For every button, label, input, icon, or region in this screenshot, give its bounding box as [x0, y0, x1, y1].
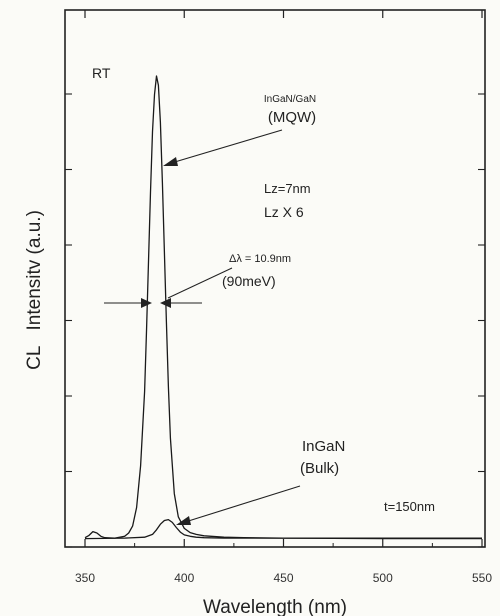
x-axis-ticks: 350 400 450 500 550	[75, 10, 492, 585]
fwhm-marker-right-head	[160, 298, 171, 308]
x-tick-label: 550	[472, 571, 492, 585]
mqw-label-line2: (MQW)	[268, 109, 316, 126]
series-line-1	[84, 75, 482, 539]
x-tick-label: 350	[75, 571, 95, 585]
series-line-2	[84, 518, 482, 540]
bulk-arrow-head	[176, 516, 191, 525]
fwhm-marker-left-head	[141, 298, 152, 308]
data-curves	[84, 75, 482, 540]
fwhm-label-line2: (90meV)	[222, 273, 276, 289]
y-axis-ticks	[65, 93, 485, 548]
x-tick-label: 450	[273, 571, 293, 585]
rt-label: RT	[92, 65, 111, 81]
mqw-arrow-head	[163, 157, 178, 166]
mqw-arrow-line	[167, 129, 283, 165]
mqw-label-line1: InGaN/GaN	[264, 94, 316, 105]
x-tick-label: 400	[174, 571, 194, 585]
x-axis-title: Wavelength (nm)	[203, 597, 347, 616]
bulk-label-line1: InGaN	[302, 438, 345, 455]
lz-label-line2: Lz X 6	[264, 204, 304, 220]
bulk-arrow-line	[181, 485, 301, 524]
lz-label-line1: Lz=7nm	[264, 181, 311, 196]
fwhm-pointer-line	[167, 267, 233, 299]
x-tick-label: 500	[373, 571, 393, 585]
thickness-label: t=150nm	[384, 499, 435, 514]
bulk-label-line2: (Bulk)	[300, 460, 339, 477]
y-axis-title: CL Intensitv (a.u.)	[24, 210, 45, 370]
plot-frame	[64, 9, 486, 548]
fwhm-label-line1: Δλ = 10.9nm	[229, 253, 291, 265]
